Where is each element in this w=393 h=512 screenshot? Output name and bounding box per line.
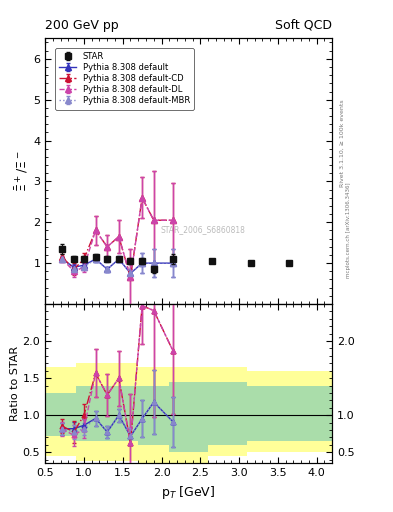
Text: Rivet 3.1.10, ≥ 100k events: Rivet 3.1.10, ≥ 100k events: [340, 99, 345, 187]
Legend: STAR, Pythia 8.308 default, Pythia 8.308 default-CD, Pythia 8.308 default-DL, Py: STAR, Pythia 8.308 default, Pythia 8.308…: [55, 48, 194, 110]
X-axis label: p$_T$ [GeV]: p$_T$ [GeV]: [162, 484, 216, 501]
Text: STAR_2006_S6860818: STAR_2006_S6860818: [161, 225, 245, 234]
Text: mcplots.cern.ch [arXiv:1306.3436]: mcplots.cern.ch [arXiv:1306.3436]: [346, 183, 351, 278]
Y-axis label: Ratio to STAR: Ratio to STAR: [10, 346, 20, 421]
Text: 200 GeV pp: 200 GeV pp: [45, 19, 119, 32]
Y-axis label: $\bar{\Xi}^+/\Xi^-$: $\bar{\Xi}^+/\Xi^-$: [14, 151, 30, 192]
Text: Soft QCD: Soft QCD: [275, 19, 332, 32]
